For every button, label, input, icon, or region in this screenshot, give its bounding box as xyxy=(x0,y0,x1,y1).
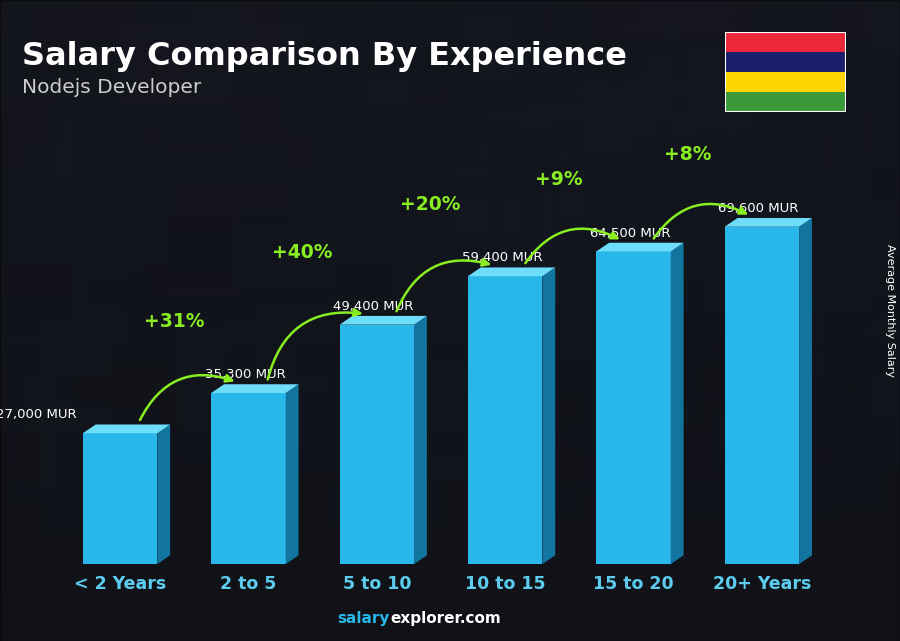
FancyBboxPatch shape xyxy=(242,370,288,420)
FancyBboxPatch shape xyxy=(737,78,839,135)
FancyBboxPatch shape xyxy=(835,170,900,325)
FancyBboxPatch shape xyxy=(47,99,78,201)
FancyBboxPatch shape xyxy=(611,109,692,140)
FancyBboxPatch shape xyxy=(873,2,900,147)
Bar xyxy=(724,72,846,92)
FancyBboxPatch shape xyxy=(741,267,781,360)
FancyBboxPatch shape xyxy=(436,364,521,406)
FancyBboxPatch shape xyxy=(176,152,233,174)
FancyBboxPatch shape xyxy=(733,46,777,194)
FancyBboxPatch shape xyxy=(739,90,824,176)
Polygon shape xyxy=(597,243,684,251)
Polygon shape xyxy=(468,267,555,276)
FancyBboxPatch shape xyxy=(284,0,414,131)
Text: +20%: +20% xyxy=(400,195,461,214)
Text: salary: salary xyxy=(338,611,390,626)
FancyBboxPatch shape xyxy=(640,0,733,140)
FancyBboxPatch shape xyxy=(426,200,538,234)
FancyBboxPatch shape xyxy=(650,58,746,176)
FancyBboxPatch shape xyxy=(438,12,512,80)
FancyBboxPatch shape xyxy=(678,223,714,352)
FancyBboxPatch shape xyxy=(502,34,550,92)
FancyBboxPatch shape xyxy=(710,413,770,467)
FancyBboxPatch shape xyxy=(201,301,324,342)
Text: 49,400 MUR: 49,400 MUR xyxy=(333,300,414,313)
FancyBboxPatch shape xyxy=(580,381,682,456)
FancyBboxPatch shape xyxy=(685,168,795,257)
Bar xyxy=(597,251,670,564)
Text: +8%: +8% xyxy=(663,146,711,164)
Text: explorer.com: explorer.com xyxy=(390,611,500,626)
Polygon shape xyxy=(414,316,427,564)
FancyBboxPatch shape xyxy=(896,160,900,304)
FancyBboxPatch shape xyxy=(833,46,866,175)
FancyBboxPatch shape xyxy=(554,147,586,219)
FancyBboxPatch shape xyxy=(647,306,735,392)
FancyBboxPatch shape xyxy=(706,201,799,342)
Polygon shape xyxy=(212,384,299,393)
FancyBboxPatch shape xyxy=(770,198,894,337)
Bar xyxy=(724,92,846,112)
Text: 59,400 MUR: 59,400 MUR xyxy=(462,251,542,264)
FancyBboxPatch shape xyxy=(116,21,231,129)
Text: 35,300 MUR: 35,300 MUR xyxy=(205,368,285,381)
FancyBboxPatch shape xyxy=(667,28,783,151)
FancyBboxPatch shape xyxy=(375,216,501,247)
FancyBboxPatch shape xyxy=(327,460,444,528)
FancyBboxPatch shape xyxy=(249,379,327,449)
FancyBboxPatch shape xyxy=(448,238,565,301)
FancyBboxPatch shape xyxy=(182,327,226,461)
FancyBboxPatch shape xyxy=(192,24,302,60)
FancyBboxPatch shape xyxy=(396,458,477,482)
Text: Average Monthly Salary: Average Monthly Salary xyxy=(885,244,895,378)
Bar xyxy=(724,227,799,564)
Polygon shape xyxy=(158,424,170,564)
FancyBboxPatch shape xyxy=(809,201,837,234)
FancyBboxPatch shape xyxy=(7,341,73,429)
FancyBboxPatch shape xyxy=(513,87,634,154)
FancyBboxPatch shape xyxy=(626,210,721,312)
FancyBboxPatch shape xyxy=(523,49,645,102)
Text: Salary Comparison By Experience: Salary Comparison By Experience xyxy=(22,41,627,72)
Text: +9%: +9% xyxy=(536,170,583,189)
Polygon shape xyxy=(724,218,812,227)
FancyBboxPatch shape xyxy=(724,354,847,449)
FancyBboxPatch shape xyxy=(166,144,288,267)
FancyBboxPatch shape xyxy=(380,360,504,477)
FancyBboxPatch shape xyxy=(888,129,900,149)
Text: 69,600 MUR: 69,600 MUR xyxy=(718,202,798,215)
FancyBboxPatch shape xyxy=(641,299,703,423)
FancyBboxPatch shape xyxy=(40,398,108,531)
FancyBboxPatch shape xyxy=(863,0,900,110)
Polygon shape xyxy=(670,243,684,564)
Text: 27,000 MUR: 27,000 MUR xyxy=(0,408,76,421)
FancyBboxPatch shape xyxy=(581,94,647,252)
FancyBboxPatch shape xyxy=(594,278,724,401)
FancyBboxPatch shape xyxy=(11,0,42,47)
Polygon shape xyxy=(83,424,170,433)
FancyBboxPatch shape xyxy=(256,306,335,388)
FancyBboxPatch shape xyxy=(608,72,658,168)
FancyBboxPatch shape xyxy=(376,0,463,49)
Polygon shape xyxy=(285,384,299,564)
Text: 64,500 MUR: 64,500 MUR xyxy=(590,226,670,240)
FancyBboxPatch shape xyxy=(535,259,610,356)
FancyBboxPatch shape xyxy=(765,381,841,418)
FancyBboxPatch shape xyxy=(464,0,555,46)
FancyBboxPatch shape xyxy=(314,232,409,304)
FancyBboxPatch shape xyxy=(290,14,345,129)
FancyBboxPatch shape xyxy=(772,258,824,378)
FancyBboxPatch shape xyxy=(339,24,409,160)
FancyBboxPatch shape xyxy=(687,46,752,131)
FancyBboxPatch shape xyxy=(364,80,436,149)
FancyBboxPatch shape xyxy=(464,0,540,45)
FancyBboxPatch shape xyxy=(796,197,871,273)
FancyBboxPatch shape xyxy=(214,373,267,494)
Text: Nodejs Developer: Nodejs Developer xyxy=(22,78,202,97)
FancyBboxPatch shape xyxy=(451,162,552,268)
FancyBboxPatch shape xyxy=(481,58,607,160)
Polygon shape xyxy=(543,267,555,564)
FancyBboxPatch shape xyxy=(312,370,402,438)
Bar xyxy=(83,433,158,564)
